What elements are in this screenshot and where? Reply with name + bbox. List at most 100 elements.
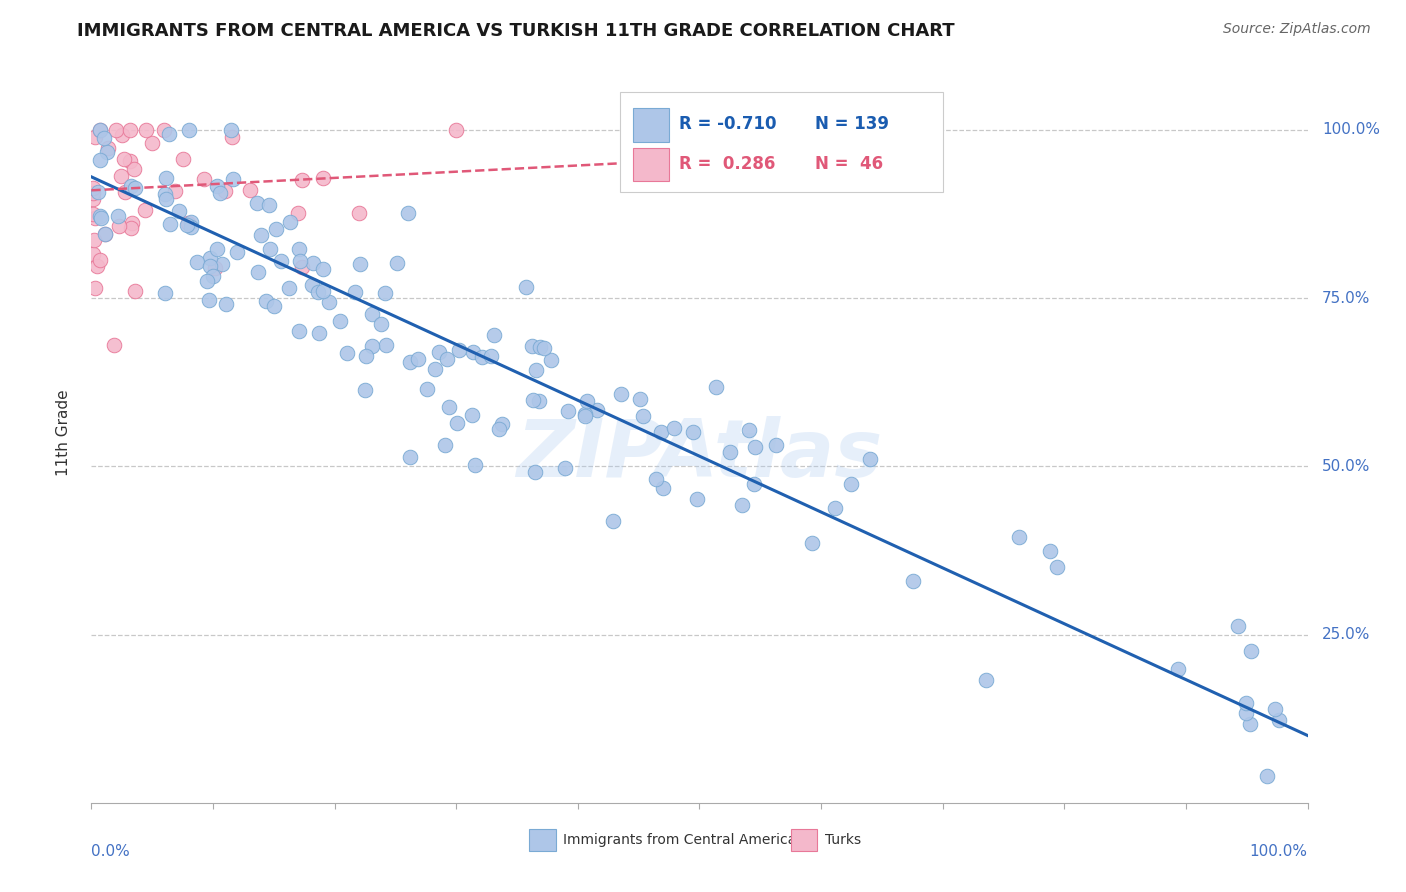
- Point: [329, 313, 352, 327]
- Point: [488, 421, 510, 435]
- Point: [652, 481, 675, 495]
- Point: [153, 187, 176, 202]
- Text: N = 139: N = 139: [815, 115, 889, 133]
- Point: [312, 284, 335, 298]
- Point: [738, 423, 761, 437]
- Point: [370, 318, 392, 332]
- Point: [246, 265, 269, 279]
- Point: [239, 183, 262, 197]
- Text: 75.0%: 75.0%: [1322, 291, 1371, 305]
- Point: [574, 407, 596, 421]
- Point: [375, 338, 398, 352]
- Point: [291, 172, 314, 186]
- Point: [682, 425, 704, 440]
- Point: [82, 192, 104, 206]
- Point: [176, 216, 198, 230]
- Point: [89, 122, 111, 136]
- Point: [1234, 696, 1257, 710]
- Point: [176, 218, 198, 232]
- Text: IMMIGRANTS FROM CENTRAL AMERICA VS TURKISH 11TH GRADE CORRELATION CHART: IMMIGRANTS FROM CENTRAL AMERICA VS TURKI…: [77, 22, 955, 40]
- Point: [277, 281, 299, 295]
- Point: [385, 256, 408, 270]
- Point: [165, 184, 187, 198]
- Point: [120, 179, 142, 194]
- Point: [134, 203, 156, 218]
- Point: [354, 349, 377, 363]
- Point: [524, 465, 547, 479]
- Point: [155, 193, 177, 207]
- Point: [586, 403, 609, 417]
- Point: [688, 122, 710, 136]
- Point: [522, 339, 544, 353]
- Point: [120, 122, 142, 136]
- Point: [278, 215, 301, 229]
- Point: [124, 180, 146, 194]
- Point: [353, 383, 375, 397]
- Point: [399, 450, 422, 464]
- Point: [82, 186, 104, 200]
- Point: [631, 409, 654, 423]
- Point: [288, 242, 311, 256]
- Point: [974, 673, 997, 687]
- Point: [211, 257, 233, 271]
- Point: [155, 285, 177, 300]
- Point: [288, 324, 311, 338]
- Point: [263, 299, 285, 313]
- Point: [83, 281, 105, 295]
- Point: [222, 172, 245, 186]
- Point: [1268, 713, 1291, 727]
- Point: [554, 460, 576, 475]
- Point: [482, 328, 505, 343]
- Point: [427, 344, 450, 359]
- Point: [153, 122, 176, 136]
- Point: [839, 476, 862, 491]
- Point: [270, 254, 292, 268]
- Point: [82, 246, 104, 260]
- Point: [349, 257, 371, 271]
- Point: [610, 387, 633, 401]
- Point: [650, 425, 672, 439]
- Point: [89, 253, 111, 268]
- Point: [93, 131, 115, 145]
- Point: [103, 337, 125, 351]
- Point: [540, 353, 562, 368]
- Point: [135, 122, 157, 136]
- Point: [374, 285, 396, 300]
- Point: [529, 340, 551, 354]
- Point: [172, 152, 194, 166]
- Point: [118, 153, 141, 168]
- Point: [343, 285, 366, 300]
- Point: [522, 392, 544, 407]
- Point: [107, 209, 129, 223]
- Point: [287, 205, 309, 219]
- Point: [205, 178, 228, 193]
- Y-axis label: 11th Grade: 11th Grade: [56, 389, 70, 476]
- Point: [259, 242, 281, 256]
- Point: [1227, 618, 1250, 632]
- Point: [479, 350, 502, 364]
- Point: [461, 345, 484, 359]
- Point: [290, 260, 312, 274]
- Point: [124, 162, 146, 177]
- Point: [83, 234, 105, 248]
- Point: [179, 122, 201, 136]
- Text: 0.0%: 0.0%: [91, 844, 131, 858]
- Point: [110, 169, 132, 183]
- Point: [533, 342, 555, 356]
- Point: [574, 409, 596, 423]
- Point: [602, 515, 624, 529]
- FancyBboxPatch shape: [633, 147, 669, 181]
- Point: [82, 181, 104, 195]
- Point: [108, 219, 131, 233]
- Point: [1038, 544, 1060, 558]
- Point: [198, 259, 221, 273]
- Point: [198, 293, 221, 307]
- Point: [464, 458, 486, 472]
- Point: [290, 253, 312, 268]
- Point: [662, 421, 685, 435]
- Point: [204, 260, 226, 275]
- Point: [1239, 716, 1261, 731]
- FancyBboxPatch shape: [620, 92, 942, 192]
- Point: [312, 171, 335, 186]
- Point: [461, 408, 484, 422]
